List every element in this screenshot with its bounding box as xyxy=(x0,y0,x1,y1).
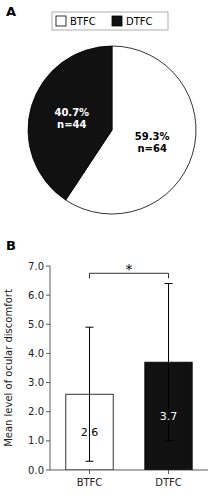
x-tick-label: DTFC xyxy=(155,477,182,488)
y-tick-label: 6.0 xyxy=(28,290,44,301)
y-tick xyxy=(46,266,50,267)
y-tick-label: 0.0 xyxy=(28,465,44,476)
x-axis xyxy=(50,470,208,471)
data-label-line: 59.3% xyxy=(135,131,170,142)
data-label: 3.7 xyxy=(160,410,178,423)
data-label: 59.3%n=64 xyxy=(135,131,170,154)
y-tick xyxy=(46,470,50,471)
data-label: 40.7%n=44 xyxy=(54,107,89,130)
data-label: 2.6 xyxy=(81,426,99,439)
y-tick-label: 2.0 xyxy=(28,406,44,417)
legend-swatch xyxy=(56,16,66,26)
y-tick xyxy=(46,411,50,412)
legend: BTFC DTFC xyxy=(52,12,168,30)
y-tick-label: 5.0 xyxy=(28,319,44,330)
y-tick xyxy=(46,324,50,325)
x-tick xyxy=(89,470,90,474)
pie-panel: A BTFC DTFC 59.3%n=64 40.7%n=44 xyxy=(6,4,196,214)
panel-label: A xyxy=(6,4,16,19)
y-tick xyxy=(46,382,50,383)
x-tick xyxy=(168,470,169,474)
legend-label: DTFC xyxy=(126,16,153,27)
data-label-line: n=64 xyxy=(138,143,167,154)
significance-label: * xyxy=(126,261,133,277)
y-axis-label: Mean level of ocular discomfort xyxy=(3,289,14,447)
y-axis xyxy=(50,266,51,470)
data-label-line: 40.7% xyxy=(54,107,89,118)
y-tick-label: 4.0 xyxy=(28,348,44,359)
y-tick xyxy=(46,353,50,354)
legend-frame xyxy=(52,12,168,30)
error-bar xyxy=(86,327,94,461)
legend-label: BTFC xyxy=(70,16,96,27)
pie-slice xyxy=(28,46,112,200)
bar-panel: B 0.0 1.0 2.0 3.0 4.0 5.0 6.0 7.0 BTFC DTFC 2.6 3.7 M… xyxy=(3,238,208,488)
x-tick-label: BTFC xyxy=(77,477,103,488)
legend-swatch xyxy=(112,16,122,26)
data-label-line: n=44 xyxy=(57,119,86,130)
figure: A BTFC DTFC 59.3%n=64 40.7%n=44 B 0.0 1.0 2.0 3.0… xyxy=(0,0,216,500)
y-tick-label: 3.0 xyxy=(28,377,44,388)
bars xyxy=(66,283,192,470)
panel-label: B xyxy=(6,238,16,253)
y-tick xyxy=(46,440,50,441)
y-tick xyxy=(46,295,50,296)
y-tick-label: 1.0 xyxy=(28,435,44,446)
y-tick-label: 7.0 xyxy=(28,261,44,272)
